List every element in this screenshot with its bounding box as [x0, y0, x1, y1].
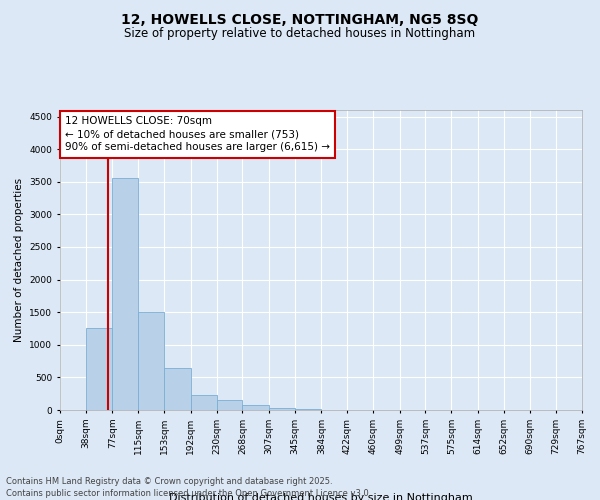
Bar	[164, 368, 191, 410]
Text: Size of property relative to detached houses in Nottingham: Size of property relative to detached ho…	[124, 28, 476, 40]
Bar	[269, 408, 295, 410]
Y-axis label: Number of detached properties: Number of detached properties	[14, 178, 24, 342]
Bar	[86, 328, 112, 410]
Text: Contains HM Land Registry data © Crown copyright and database right 2025.
Contai: Contains HM Land Registry data © Crown c…	[6, 476, 371, 498]
Bar	[242, 405, 269, 410]
Text: 12, HOWELLS CLOSE, NOTTINGHAM, NG5 8SQ: 12, HOWELLS CLOSE, NOTTINGHAM, NG5 8SQ	[121, 12, 479, 26]
X-axis label: Distribution of detached houses by size in Nottingham: Distribution of detached houses by size …	[169, 493, 473, 500]
Bar	[138, 312, 164, 410]
Text: 12 HOWELLS CLOSE: 70sqm
← 10% of detached houses are smaller (753)
90% of semi-d: 12 HOWELLS CLOSE: 70sqm ← 10% of detache…	[65, 116, 330, 152]
Bar	[217, 400, 242, 410]
Bar	[112, 178, 138, 410]
Bar	[191, 396, 217, 410]
